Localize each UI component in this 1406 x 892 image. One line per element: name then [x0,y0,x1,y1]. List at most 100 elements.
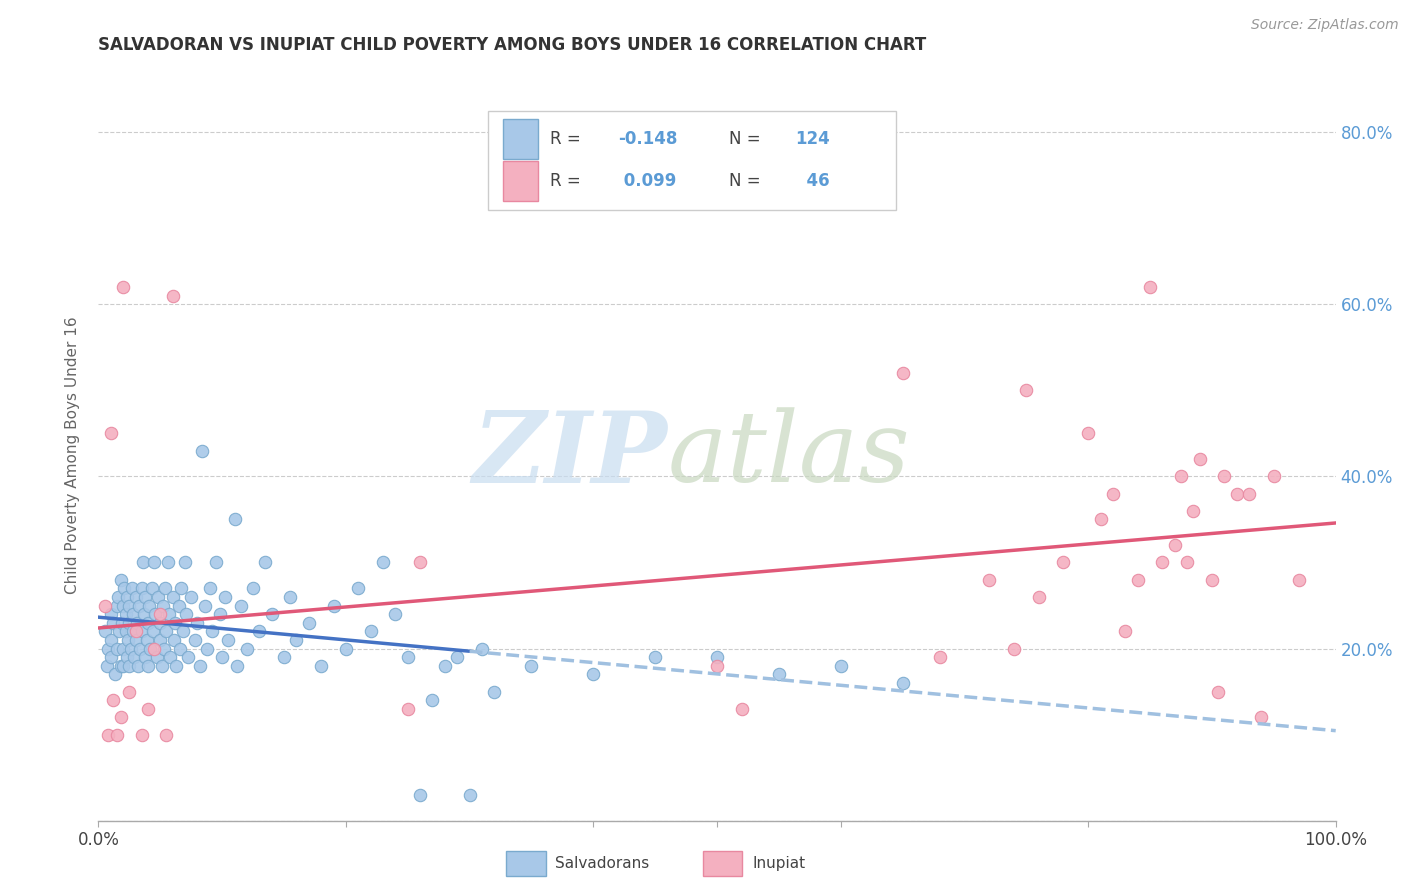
Point [186,615,208,630]
Point [103,667,125,681]
Point [165,615,187,630]
Point [928,650,950,665]
Point [191,443,214,458]
Point [172,624,194,639]
Point [124,650,146,665]
Point [105,728,128,742]
Text: 124: 124 [794,130,830,148]
Point [105,599,128,613]
Point [706,650,728,665]
Point [1213,469,1236,483]
Point [136,615,159,630]
Point [1028,590,1050,604]
Point [229,599,252,613]
Point [409,556,432,570]
Point [145,650,167,665]
Point [118,615,141,630]
Point [131,624,153,639]
Point [146,590,169,604]
Point [1139,280,1161,294]
Point [176,650,198,665]
Point [163,632,186,647]
Point [97,728,120,742]
Point [141,582,163,596]
Point [396,702,419,716]
Point [112,582,135,596]
Point [156,556,179,570]
Point [371,556,394,570]
FancyBboxPatch shape [503,119,537,159]
Point [124,624,146,639]
Point [891,366,914,380]
Point [422,693,444,707]
Point [1170,469,1192,483]
Point [110,710,132,724]
Point [103,615,125,630]
Point [384,607,406,621]
Point [110,573,132,587]
Point [157,607,180,621]
Point [644,650,666,665]
Point [121,582,143,596]
Point [96,658,118,673]
Point [1188,452,1211,467]
Point [114,624,136,639]
FancyBboxPatch shape [488,112,897,210]
Point [122,607,145,621]
Point [1152,556,1174,570]
Point [143,641,166,656]
Point [1206,684,1229,698]
Point [142,624,165,639]
Point [1263,469,1285,483]
Point [97,641,120,656]
Text: Salvadorans: Salvadorans [555,856,650,871]
Point [105,641,128,656]
Point [167,599,190,613]
Point [136,658,159,673]
Point [118,658,141,673]
Point [174,607,197,621]
Point [100,607,122,621]
Point [226,658,249,673]
Text: -0.148: -0.148 [619,130,678,148]
Point [195,641,218,656]
Point [1090,512,1112,526]
Point [110,658,132,673]
Point [891,676,914,690]
Point [208,607,231,621]
FancyBboxPatch shape [503,161,537,201]
Point [169,641,191,656]
Point [278,590,301,604]
Point [1201,573,1223,587]
Point [236,641,259,656]
Point [100,426,122,441]
Point [582,667,605,681]
Point [409,788,432,802]
Text: atlas: atlas [668,408,910,502]
Point [112,641,135,656]
Point [103,693,125,707]
Point [1226,486,1249,500]
Point [124,632,146,647]
Point [134,607,156,621]
Point [93,624,115,639]
Point [128,599,150,613]
Point [347,582,370,596]
Text: N =: N = [730,171,766,190]
Point [1175,556,1198,570]
Point [224,512,246,526]
Text: R =: R = [550,171,586,190]
Point [114,607,136,621]
Point [322,599,344,613]
Point [155,624,177,639]
Point [112,599,135,613]
Point [309,658,332,673]
Point [731,702,754,716]
Point [471,641,494,656]
Point [433,658,456,673]
Point [1164,538,1187,552]
Point [134,650,156,665]
Point [111,615,134,630]
Point [138,599,160,613]
Point [112,658,135,673]
